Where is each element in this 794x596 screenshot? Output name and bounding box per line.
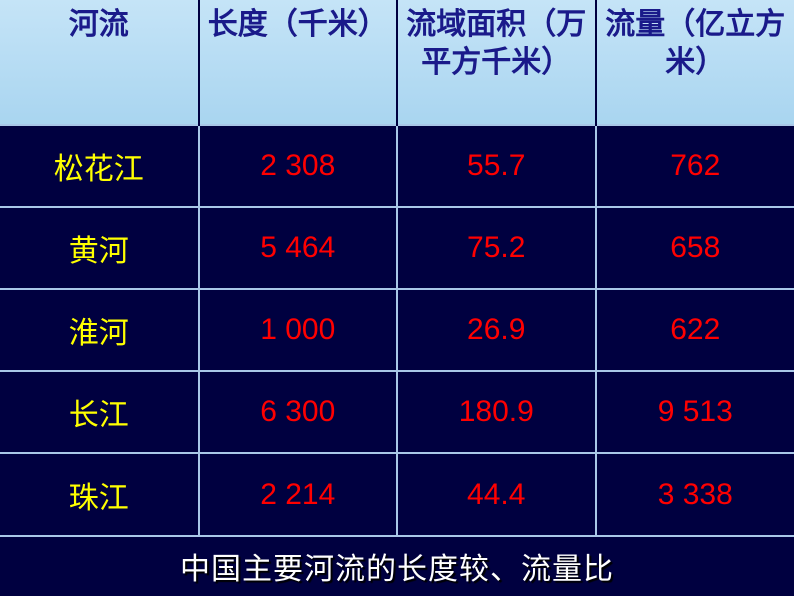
cell-length: 2 308: [199, 125, 398, 207]
caption-bar: 中国主要河流的长度较、流量比: [0, 535, 794, 595]
cell-flow: 622: [596, 289, 794, 371]
cell-river-name: 珠江: [0, 453, 199, 535]
cell-area: 75.2: [397, 207, 596, 289]
cell-river-name: 长江: [0, 371, 199, 453]
table-row: 松花江 2 308 55.7 762: [0, 125, 794, 207]
table-header-row: 河流 长度（千米） 流域面积（万平方千米） 流量（亿立方米）: [0, 0, 794, 125]
column-header-area: 流域面积（万平方千米）: [397, 0, 596, 125]
column-header-river: 河流: [0, 0, 199, 125]
cell-length: 2 214: [199, 453, 398, 535]
cell-flow: 762: [596, 125, 794, 207]
cell-flow: 658: [596, 207, 794, 289]
cell-area: 180.9: [397, 371, 596, 453]
cell-area: 44.4: [397, 453, 596, 535]
cell-length: 1 000: [199, 289, 398, 371]
table-row: 黄河 5 464 75.2 658: [0, 207, 794, 289]
cell-area: 26.9: [397, 289, 596, 371]
cell-flow: 9 513: [596, 371, 794, 453]
rivers-table: 河流 长度（千米） 流域面积（万平方千米） 流量（亿立方米） 松花江 2 308…: [0, 0, 794, 535]
table-row: 长江 6 300 180.9 9 513: [0, 371, 794, 453]
column-header-length: 长度（千米）: [199, 0, 398, 125]
cell-river-name: 淮河: [0, 289, 199, 371]
cell-length: 5 464: [199, 207, 398, 289]
cell-flow: 3 338: [596, 453, 794, 535]
cell-river-name: 黄河: [0, 207, 199, 289]
cell-river-name: 松花江: [0, 125, 199, 207]
cell-area: 55.7: [397, 125, 596, 207]
table-caption: 中国主要河流的长度较、流量比: [180, 544, 614, 588]
cell-length: 6 300: [199, 371, 398, 453]
column-header-flow: 流量（亿立方米）: [596, 0, 794, 125]
table-row: 淮河 1 000 26.9 622: [0, 289, 794, 371]
table-row: 珠江 2 214 44.4 3 338: [0, 453, 794, 535]
